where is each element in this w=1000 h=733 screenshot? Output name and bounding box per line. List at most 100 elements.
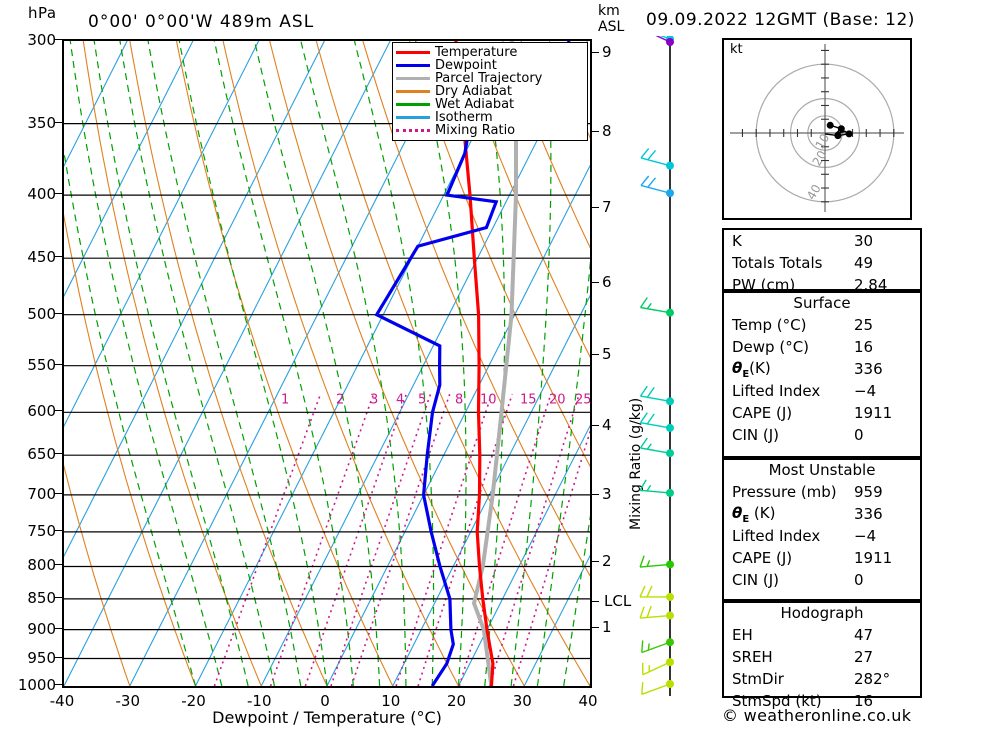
pressure-tick-mark (55, 564, 63, 566)
legend-label: Parcel Trajectory (435, 71, 543, 86)
lcl-tick-mark (590, 601, 599, 603)
legend-item: Wet Adiabat (396, 98, 583, 111)
height-tick-label: 4 (602, 415, 612, 434)
hodograph-ring-label: 10 (813, 131, 833, 151)
pressure-tick-mark (55, 596, 63, 598)
info-row-value: 959 (854, 483, 883, 501)
wind-barb (639, 297, 674, 317)
height-tick-label: 8 (602, 121, 612, 140)
info-row-key: StmSpd (kt) (732, 692, 822, 710)
most-unstable-row: θE (K) 336 (724, 503, 920, 525)
height-tick-mark (590, 626, 599, 628)
pressure-tick-label: 950 (27, 648, 56, 667)
info-row-value: 1911 (854, 404, 893, 422)
pressure-tick-label: 700 (27, 484, 56, 503)
height-tick-mark (590, 52, 599, 54)
info-row-key: Totals Totals (732, 254, 823, 272)
pressure-tick-mark (55, 684, 63, 685)
mixing-ratio-label: 3 (370, 392, 378, 407)
info-row-key: Pressure (mb) (732, 483, 837, 501)
wind-barb (639, 479, 674, 497)
info-row-key: K (732, 232, 742, 250)
copyright-label: © weatheronline.co.uk (722, 706, 912, 725)
pressure-tick-mark (55, 121, 63, 123)
wind-barb (655, 36, 674, 46)
wind-barb (640, 148, 674, 170)
skewt-plot-area: 1 2 3 4 5 8 10 15 20 25 (62, 39, 592, 688)
hodograph-stats-box: Hodograph EH 47 SREH 27 StmDir 282° StmSpd (kt… (722, 601, 922, 710)
height-tick-mark (590, 424, 599, 426)
pressure-tick-mark (55, 193, 63, 195)
wind-barb (639, 385, 674, 406)
temperature-tick-label: -30 (115, 692, 141, 710)
index-row: K 30 (724, 230, 920, 252)
wind-barb (640, 175, 674, 198)
legend-swatch (396, 51, 430, 54)
mixing-ratio-label: 1 (281, 392, 289, 407)
pressure-tick-label: 500 (27, 304, 56, 323)
hodograph-stat-row: StmDir 282° (724, 668, 920, 690)
info-row-key: EH (732, 626, 753, 644)
surface-box: Surface Temp (°C) 25 Dewp (°C) 16 θE(K) 336 Li… (722, 291, 922, 458)
legend-item: Temperature (396, 46, 583, 59)
info-row-value: 0 (854, 571, 864, 589)
most-unstable-box: Most Unstable Pressure (mb) 959 θE (K) 336 L… (722, 458, 922, 601)
height-tick-mark (590, 493, 599, 495)
pressure-tick-label: 800 (27, 556, 56, 575)
info-row-key: CIN (J) (732, 426, 780, 444)
info-row-value: 0 (854, 426, 864, 444)
pressure-tick-label: 550 (27, 355, 56, 374)
hodograph-ring-label: 40 (804, 182, 824, 202)
hodograph-stats-heading: Hodograph (780, 604, 864, 622)
legend: Temperature Dewpoint Parcel Trajectory Dry … (392, 42, 588, 141)
info-row-key: SREH (732, 648, 773, 666)
info-row-value: 16 (854, 692, 874, 710)
pressure-tick-label: 300 (27, 31, 56, 49)
pressure-tick-label: 450 (27, 248, 56, 267)
height-tick-mark (590, 354, 599, 356)
legend-item: Dewpoint (396, 59, 583, 72)
pressure-tick-mark (55, 656, 63, 658)
legend-item: Parcel Trajectory (396, 72, 583, 85)
legend-label: Temperature (435, 45, 518, 60)
height-tick-label: 9 (602, 43, 612, 62)
info-row-value: 282° (854, 670, 891, 688)
info-row-value: 16 (854, 338, 874, 356)
pressure-tick-mark (55, 256, 63, 258)
most-unstable-heading: Most Unstable (768, 461, 876, 479)
hodograph-ring-label: 20 (810, 148, 830, 168)
pressure-tick-mark (55, 39, 63, 40)
wind-barb (641, 638, 674, 654)
wind-barb (641, 680, 674, 695)
pressure-tick-label: 600 (27, 402, 56, 421)
height-tick-label: 2 (602, 552, 612, 571)
info-row-key: Temp (°C) (732, 316, 807, 334)
wind-barb (639, 585, 674, 601)
legend-swatch (396, 90, 430, 93)
info-row-key: Dewp (°C) (732, 338, 810, 356)
mixing-ratio-label: 15 (520, 392, 537, 407)
height-unit-label-asl: ASL (598, 19, 625, 35)
pressure-tick-label: 350 (27, 113, 56, 132)
hodograph-panel: kt 10 20 40 (722, 38, 912, 220)
temperature-tick-label: 0 (320, 692, 330, 710)
legend-label: Mixing Ratio (435, 123, 516, 138)
mixing-ratio-label: 20 (549, 392, 566, 407)
info-row-key: θE (K) (732, 503, 776, 525)
height-tick-mark (590, 561, 599, 563)
info-row-key: CAPE (J) (732, 549, 793, 567)
hodograph-point (826, 121, 834, 129)
height-tick-mark (590, 130, 599, 132)
hodograph-unit-label: kt (730, 42, 743, 57)
skewt-panel: hPa 0°00' 0°00'W 489m ASL km ASL 300 350 4… (17, 3, 674, 727)
info-row-value: 25 (854, 316, 874, 334)
pressure-tick-label: 1000 (17, 676, 56, 694)
pressure-unit-label: hPa (28, 4, 57, 22)
info-row-key: θE(K) (732, 358, 771, 380)
info-row-key: StmDir (732, 670, 784, 688)
info-row-value: 336 (854, 360, 883, 378)
index-row: Totals Totals 49 (724, 252, 920, 274)
surface-row: θE(K) 336 (724, 358, 920, 380)
info-row-key: Lifted Index (732, 527, 821, 545)
temperature-tick-label: -40 (49, 692, 75, 710)
